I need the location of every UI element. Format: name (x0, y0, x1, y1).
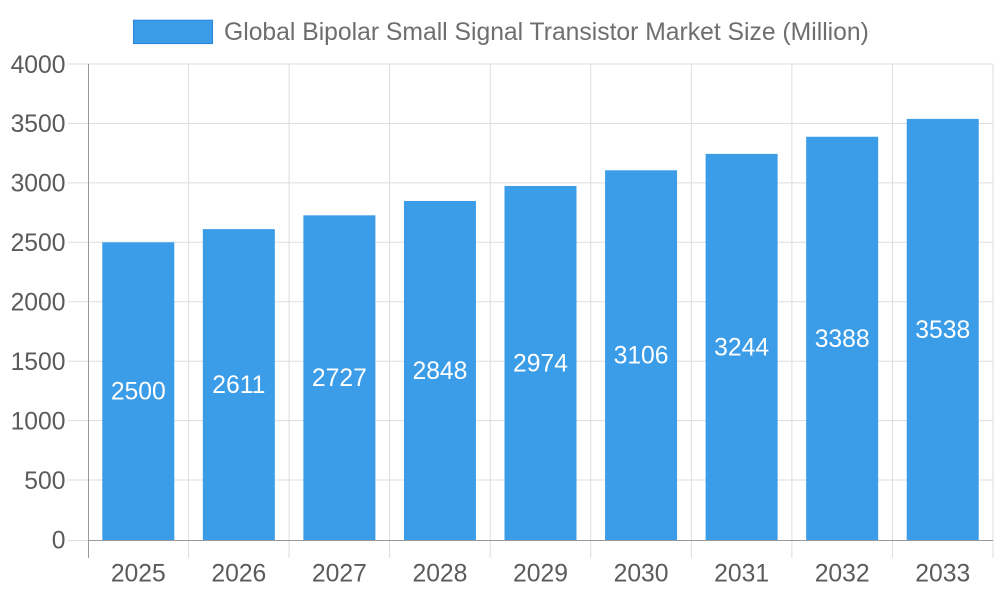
svg-text:2027: 2027 (312, 561, 367, 588)
svg-text:3500: 3500 (11, 111, 66, 138)
svg-text:2025: 2025 (111, 561, 166, 588)
svg-text:3106: 3106 (614, 343, 669, 370)
svg-text:2030: 2030 (614, 561, 669, 588)
svg-text:2031: 2031 (714, 561, 769, 588)
svg-text:2974: 2974 (513, 351, 568, 378)
svg-text:3244: 3244 (714, 334, 769, 361)
svg-text:1500: 1500 (11, 349, 66, 376)
svg-text:2028: 2028 (412, 561, 467, 588)
svg-text:2848: 2848 (412, 358, 467, 385)
svg-text:2000: 2000 (11, 290, 66, 317)
svg-text:3000: 3000 (11, 171, 66, 198)
svg-text:2500: 2500 (111, 379, 166, 406)
svg-text:500: 500 (24, 468, 65, 495)
svg-text:Global Bipolar Small Signal Tr: Global Bipolar Small Signal Transistor M… (224, 19, 869, 46)
svg-text:2727: 2727 (312, 365, 367, 392)
svg-text:3538: 3538 (915, 317, 970, 344)
svg-text:3388: 3388 (815, 326, 870, 353)
svg-text:2032: 2032 (815, 561, 870, 588)
svg-text:2033: 2033 (915, 561, 970, 588)
svg-text:2611: 2611 (212, 372, 265, 399)
svg-text:4000: 4000 (11, 52, 66, 79)
svg-text:2029: 2029 (513, 561, 568, 588)
svg-text:2500: 2500 (11, 230, 66, 257)
svg-text:0: 0 (52, 527, 66, 554)
svg-text:1000: 1000 (11, 408, 66, 435)
svg-text:2026: 2026 (211, 561, 266, 588)
